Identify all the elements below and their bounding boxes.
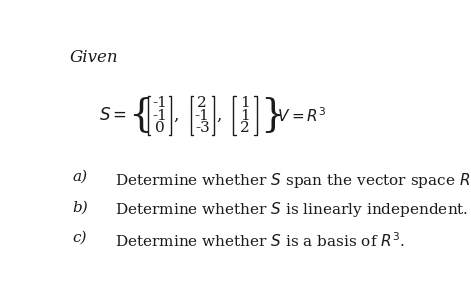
Text: Given: Given bbox=[70, 49, 118, 66]
Text: b): b) bbox=[73, 200, 89, 214]
Text: ,: , bbox=[174, 107, 179, 124]
Text: $S=$: $S=$ bbox=[99, 107, 127, 124]
Text: 2: 2 bbox=[240, 121, 250, 135]
Text: Determine whether $S$ is linearly independent.: Determine whether $S$ is linearly indepe… bbox=[114, 200, 468, 219]
Text: 1: 1 bbox=[240, 96, 250, 110]
Text: $,V = R^3$: $,V = R^3$ bbox=[270, 105, 326, 126]
Text: {: { bbox=[128, 97, 153, 134]
Text: 0: 0 bbox=[155, 121, 164, 135]
Text: 2: 2 bbox=[197, 96, 207, 110]
Text: Determine whether $S$ span the vector space $R^3$.: Determine whether $S$ span the vector sp… bbox=[114, 169, 471, 191]
Text: }: } bbox=[260, 97, 285, 134]
Text: Determine whether $S$ is a basis of $R^3$.: Determine whether $S$ is a basis of $R^3… bbox=[114, 231, 405, 250]
Text: -1: -1 bbox=[195, 109, 210, 123]
Text: -1: -1 bbox=[152, 109, 167, 123]
Text: c): c) bbox=[73, 231, 87, 245]
Text: 1: 1 bbox=[240, 109, 250, 123]
Text: ,: , bbox=[216, 107, 221, 124]
Text: -1: -1 bbox=[152, 96, 167, 110]
Text: a): a) bbox=[73, 169, 88, 184]
Text: -3: -3 bbox=[195, 121, 210, 135]
